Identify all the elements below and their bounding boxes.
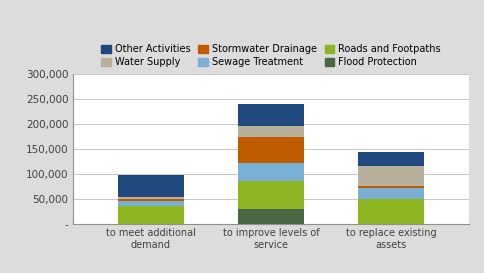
Bar bbox=[238, 163, 304, 181]
Bar bbox=[118, 197, 184, 199]
Bar bbox=[238, 137, 304, 163]
Bar bbox=[358, 152, 424, 166]
Bar bbox=[358, 186, 424, 188]
Bar bbox=[358, 188, 424, 199]
Bar bbox=[358, 199, 424, 224]
Bar bbox=[118, 206, 184, 224]
Bar bbox=[118, 199, 184, 201]
Bar bbox=[118, 201, 184, 206]
Bar bbox=[118, 175, 184, 197]
Bar bbox=[238, 209, 304, 224]
Bar bbox=[238, 181, 304, 209]
Bar bbox=[358, 166, 424, 186]
Bar bbox=[238, 104, 304, 126]
Legend: Other Activities, Water Supply, Stormwater Drainage, Sewage Treatment, Roads and: Other Activities, Water Supply, Stormwat… bbox=[101, 44, 441, 67]
Bar bbox=[238, 126, 304, 137]
